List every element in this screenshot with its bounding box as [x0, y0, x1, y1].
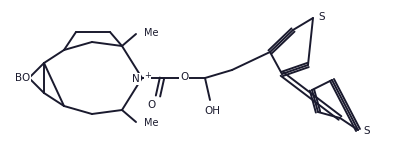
Text: +: + — [144, 71, 151, 80]
Text: BO: BO — [15, 73, 31, 83]
Text: N: N — [132, 74, 140, 84]
Text: S: S — [363, 126, 370, 136]
Text: Me: Me — [144, 118, 158, 128]
Text: O: O — [148, 100, 156, 110]
Text: OH: OH — [204, 106, 220, 116]
Text: S: S — [318, 12, 325, 22]
Text: O: O — [180, 72, 188, 82]
Text: Me: Me — [144, 28, 158, 38]
